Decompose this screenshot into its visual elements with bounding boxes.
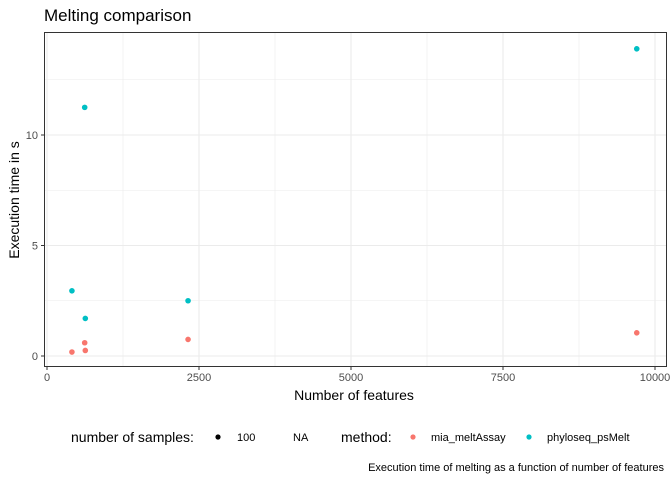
- data-point-mia-meltassay: [185, 336, 191, 343]
- legend-color-title: method:: [341, 429, 392, 445]
- x-axis: 0 2500 5000 7500 10000: [44, 367, 670, 384]
- x-tick-label: 5000: [339, 372, 363, 384]
- data-point-mia-meltassay: [81, 339, 88, 346]
- data-point-phyloseq-psmelt: [82, 315, 89, 322]
- y-tick-label: 5: [32, 241, 38, 253]
- data-point-mia-meltassay: [633, 329, 640, 336]
- data-point-mia-meltassay: [69, 349, 75, 355]
- data-point-mia-meltassay: [82, 347, 89, 354]
- legend-color-key-phyloseq-psmelt: [526, 434, 532, 440]
- plot-panel-border: [44, 32, 667, 367]
- chart-caption: Execution time of melting as a function …: [368, 462, 664, 474]
- legend-size-key-100: [215, 434, 221, 440]
- legend-size-title: number of samples:: [71, 429, 194, 445]
- plot-panel: [44, 32, 667, 367]
- x-tick-label: 7500: [491, 372, 515, 384]
- x-tick-label: 2500: [187, 372, 211, 384]
- legend-color-label-phyloseq-psmelt: phyloseq_psMelt: [547, 432, 630, 444]
- y-axis-title: Execution time in s: [6, 141, 22, 259]
- x-tick-label: 0: [44, 372, 50, 384]
- legend-size-label-na: NA: [293, 432, 309, 444]
- data-point-phyloseq-psmelt: [69, 288, 75, 294]
- x-tick-label: 10000: [640, 372, 671, 384]
- gridlines: [44, 32, 667, 367]
- x-axis-title: Number of features: [294, 387, 414, 403]
- y-tick-label: 10: [26, 130, 38, 142]
- data-point-phyloseq-psmelt: [81, 104, 88, 111]
- data-point-phyloseq-psmelt: [185, 297, 191, 304]
- y-axis: 0 5 10: [26, 130, 44, 363]
- data-points: [69, 46, 640, 355]
- legend-color-key-mia-meltassay: [410, 434, 416, 440]
- legend-color-label-mia-meltassay: mia_meltAssay: [431, 432, 506, 444]
- chart-title: Melting comparison: [44, 6, 191, 25]
- legend: number of samples: 100 NA method: mia_me…: [71, 429, 630, 445]
- data-point-phyloseq-psmelt: [633, 46, 640, 52]
- y-tick-label: 0: [32, 351, 38, 363]
- legend-size-label-100: 100: [237, 432, 255, 444]
